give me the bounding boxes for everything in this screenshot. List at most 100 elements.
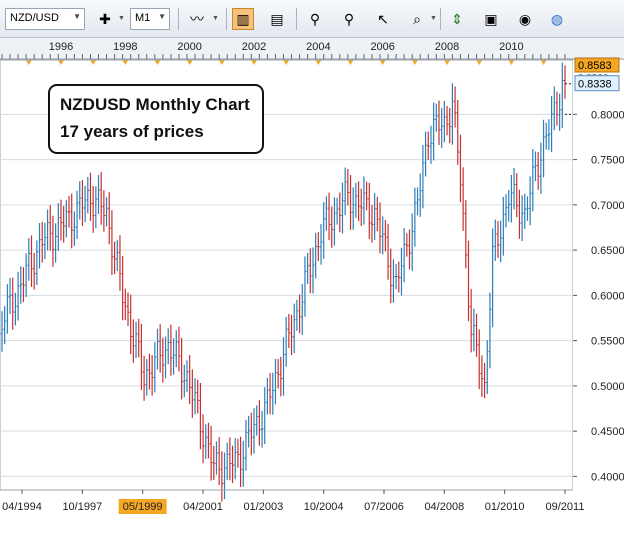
analyze-icon[interactable]: ⚲ bbox=[309, 11, 321, 27]
ohlc-bar bbox=[486, 340, 489, 395]
ohlc-bar bbox=[276, 358, 280, 389]
ohlc-bar bbox=[19, 266, 22, 304]
price-axis: 0.4000 0.4500 0.5000 0.5500 0.6000 0.6500 0.70… bbox=[573, 57, 624, 512]
year-marker bbox=[122, 60, 129, 65]
price-label: 0.6500 bbox=[591, 245, 624, 257]
ohlc-bar bbox=[54, 223, 57, 263]
price-label: 0.7000 bbox=[591, 200, 624, 212]
ohlc-bar bbox=[228, 437, 232, 481]
year-marker bbox=[251, 60, 258, 65]
ohlc-bar bbox=[199, 382, 202, 450]
ohlc-bar bbox=[110, 210, 114, 275]
year-marker bbox=[154, 60, 161, 65]
ohlc-bar bbox=[266, 377, 269, 415]
ohlc-bar bbox=[145, 359, 148, 396]
ohlc-bar bbox=[148, 353, 151, 390]
ohlc-bar bbox=[121, 255, 124, 321]
ohlc-bar bbox=[284, 316, 288, 367]
ohlc-bar bbox=[520, 195, 524, 242]
ohlc-bar bbox=[478, 329, 481, 390]
ohlc-bar bbox=[545, 122, 548, 150]
ohlc-bar bbox=[301, 283, 304, 335]
ohlc-bar bbox=[394, 263, 398, 290]
ohlc-bar bbox=[402, 228, 406, 283]
ohlc-bar bbox=[467, 240, 470, 322]
ohlc-bar bbox=[94, 186, 98, 229]
ohlc-bar bbox=[531, 149, 535, 212]
price-chart[interactable]: 1996 1998 2000 2002 2004 2006 2008 2010 0.40000… bbox=[0, 38, 624, 532]
price-label: 0.7500 bbox=[591, 155, 624, 167]
candle-chart-icon[interactable]: ▤ bbox=[270, 11, 284, 27]
eye-icon[interactable]: ◉ bbox=[518, 11, 532, 27]
print-icon[interactable]: ▣ bbox=[484, 11, 498, 27]
arrow-icon[interactable]: ⇕ bbox=[451, 11, 463, 27]
ohlc-bar bbox=[156, 328, 159, 370]
ohlc-bar bbox=[512, 168, 516, 210]
ohlc-bar bbox=[59, 199, 63, 241]
chevron-down-icon[interactable]: ▼ bbox=[118, 15, 125, 22]
ohlc-bar bbox=[421, 144, 425, 209]
ohlc-bar bbox=[432, 102, 435, 161]
ohlc-bar bbox=[325, 196, 328, 231]
date-axis: 04/1994 10/1997 05/1999 04/2001 01/2003 10/20… bbox=[0, 489, 584, 514]
bar-chart-icon[interactable]: ▥ bbox=[232, 8, 254, 30]
ohlc-bar bbox=[491, 228, 494, 328]
chevron-down-icon[interactable]: ▼ bbox=[212, 15, 219, 22]
ohlc-bar bbox=[137, 318, 140, 358]
ohlc-bar bbox=[319, 224, 323, 265]
crosshair-icon[interactable]: ✚ bbox=[99, 11, 111, 27]
ohlc-bar bbox=[534, 151, 537, 182]
ohlc-bar bbox=[550, 95, 553, 153]
ohlc-bar bbox=[91, 186, 95, 233]
ohlc-bar bbox=[41, 221, 44, 263]
indicator-icon[interactable]: 〰 bbox=[190, 11, 204, 27]
ohlc-bar bbox=[161, 337, 165, 383]
year-marker bbox=[347, 60, 354, 65]
ohlc-bar bbox=[314, 233, 317, 279]
zoom-icon[interactable]: ⌕ bbox=[413, 11, 421, 27]
ohlc-bar bbox=[392, 259, 395, 303]
ohlc-bar bbox=[327, 192, 331, 241]
ohlc-bar bbox=[381, 216, 384, 255]
ohlc-bar bbox=[424, 131, 427, 177]
ohlc-bar bbox=[287, 313, 291, 349]
ohlc-bar bbox=[239, 436, 242, 488]
year-marker bbox=[90, 60, 97, 65]
cursor-icon[interactable]: ↖ bbox=[377, 11, 389, 27]
top-year-axis: 1996 1998 2000 2002 2004 2006 2008 2010 bbox=[0, 38, 624, 65]
ohlc-bar bbox=[231, 445, 234, 484]
ohlc-bar bbox=[118, 235, 122, 291]
ohlc-bar bbox=[376, 196, 379, 232]
date-label: 01/2003 bbox=[243, 501, 283, 513]
ohlc-bar bbox=[413, 187, 417, 247]
ohlc-bar bbox=[24, 253, 28, 298]
ohlc-bar bbox=[242, 440, 245, 487]
search-icon[interactable]: ⚲ bbox=[343, 11, 355, 27]
ohlc-bar bbox=[113, 241, 116, 275]
ohlc-bar bbox=[108, 192, 111, 245]
chevron-down-icon[interactable]: ▼ bbox=[430, 15, 437, 22]
ohlc-bar bbox=[49, 205, 52, 251]
ohlc-bar bbox=[244, 419, 248, 471]
ohlc-bar bbox=[494, 219, 497, 261]
ohlc-bar bbox=[260, 410, 264, 448]
price-label: 0.5000 bbox=[591, 381, 624, 393]
ohlc-bar bbox=[32, 252, 36, 290]
high-badge-label: 0.8583 bbox=[578, 60, 612, 72]
ohlc-bar bbox=[51, 215, 55, 267]
ohlc-bar bbox=[78, 181, 81, 220]
timeframe-select[interactable]: M1 ▼ bbox=[130, 8, 170, 30]
ohlc-bar bbox=[322, 202, 325, 259]
year-marker bbox=[186, 60, 193, 65]
ohlc-bar bbox=[335, 197, 339, 225]
symbol-select[interactable]: NZD/USD ▼ bbox=[5, 8, 85, 30]
date-label: 10/1997 bbox=[62, 501, 102, 513]
globe-icon[interactable]: ◍ bbox=[550, 11, 564, 27]
ohlc-bar bbox=[126, 292, 130, 327]
ohlc-bar bbox=[389, 248, 392, 304]
ohlc-bar bbox=[475, 313, 478, 357]
ohlc-bar bbox=[443, 100, 446, 143]
price-label: 0.4500 bbox=[591, 426, 624, 438]
year-marker bbox=[57, 60, 64, 65]
ohlc-bar bbox=[365, 181, 368, 211]
